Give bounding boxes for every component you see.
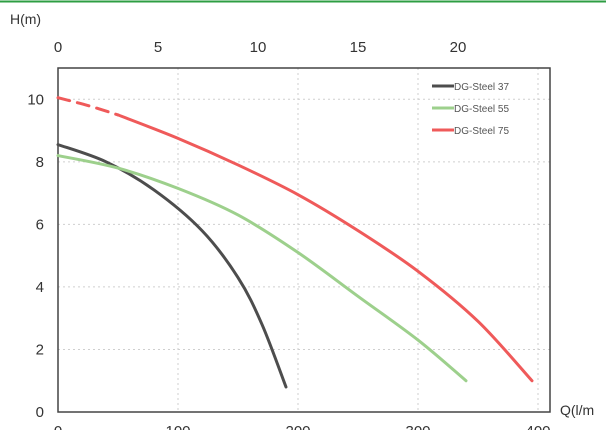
x-top-tick-label: 10: [250, 39, 267, 56]
y-tick-label: 4: [36, 279, 44, 296]
x-top-tick-label: 5: [154, 39, 162, 56]
y-tick-labels: 0 2 4 6 8 10: [27, 91, 44, 421]
x-bottom-tick-label: 400: [525, 423, 550, 430]
y-tick-label: 8: [36, 154, 44, 171]
x-axis-label: Q(l/m: [560, 402, 594, 418]
y-tick-label: 0: [36, 404, 44, 421]
y-axis-label: H(m): [10, 11, 41, 27]
series-line: [116, 113, 534, 383]
x-bottom-tick-label: 100: [165, 423, 190, 430]
series-lines: [56, 96, 534, 389]
series-line-dashed: [56, 96, 120, 117]
y-tick-label: 10: [27, 91, 44, 108]
x-top-tick-labels: 0 5 10 15 20: [54, 39, 467, 56]
grid: [58, 68, 550, 412]
series-line: [56, 154, 468, 383]
legend: DG-Steel 37 DG-Steel 55 DG-Steel 75: [432, 82, 509, 137]
legend-label: DG-Steel 75: [454, 126, 509, 137]
legend-label: DG-Steel 55: [454, 104, 509, 115]
plot-frame: [57, 67, 551, 413]
legend-label: DG-Steel 37: [454, 82, 509, 93]
y-tick-label: 2: [36, 341, 44, 358]
x-bottom-tick-label: 300: [405, 423, 430, 430]
x-top-tick-label: 15: [350, 39, 367, 56]
x-top-tick-label: 0: [54, 39, 62, 56]
x-bottom-tick-label: 0: [54, 423, 62, 430]
x-bottom-tick-labels: 0 100 200 300 400: [54, 423, 551, 430]
x-top-tick-label: 20: [450, 39, 467, 56]
series-line: [56, 143, 288, 389]
y-tick-label: 6: [36, 216, 44, 233]
x-bottom-tick-label: 200: [285, 423, 310, 430]
